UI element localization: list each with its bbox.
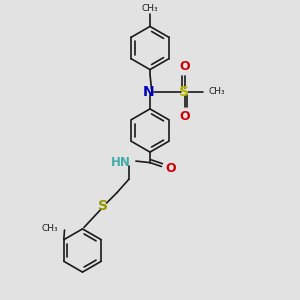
Text: O: O	[179, 60, 190, 73]
Text: N: N	[143, 85, 154, 98]
Text: CH₃: CH₃	[42, 224, 58, 233]
Text: S: S	[98, 199, 109, 212]
Text: HN: HN	[111, 156, 130, 169]
Text: O: O	[179, 110, 190, 123]
Text: CH₃: CH₃	[208, 87, 225, 96]
Text: CH₃: CH₃	[142, 4, 158, 13]
Text: O: O	[165, 161, 175, 175]
Text: S: S	[179, 85, 190, 98]
